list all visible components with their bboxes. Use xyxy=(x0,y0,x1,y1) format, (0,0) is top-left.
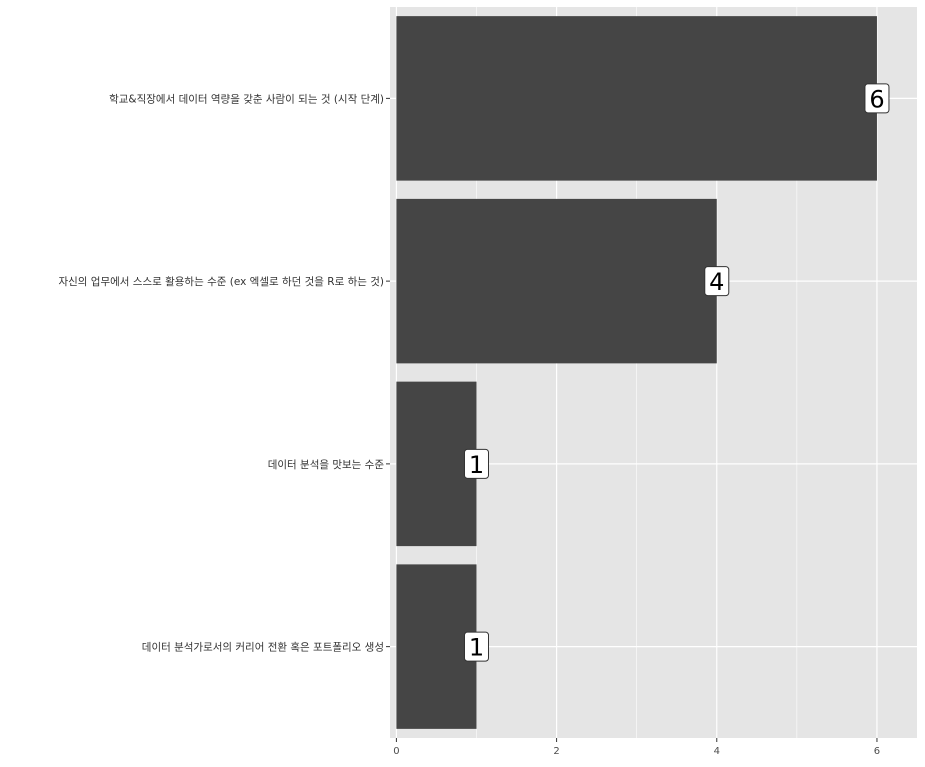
y-tick-label: 데이터 분석을 맛보는 수준 xyxy=(268,459,385,471)
bar xyxy=(396,381,477,547)
x-tick-label: 2 xyxy=(553,746,559,757)
x-axis: 0 2 4 6 xyxy=(393,738,880,757)
x-tick-label: 6 xyxy=(874,746,880,757)
data-label-text: 1 xyxy=(469,634,484,662)
x-tick-label: 0 xyxy=(393,746,399,757)
data-label-text: 6 xyxy=(869,85,884,113)
data-label: 4 xyxy=(704,266,730,297)
x-tick-label: 4 xyxy=(714,746,720,757)
data-label-text: 1 xyxy=(469,451,484,479)
bar xyxy=(396,16,877,181)
data-label-box xyxy=(704,266,730,297)
data-label-box xyxy=(864,83,890,114)
data-label: 6 xyxy=(864,83,890,114)
bars xyxy=(396,16,877,729)
y-tick-label: 자신의 업무에서 스스로 활용하는 수준 (ex 엑셀로 하던 것을 R로 하는… xyxy=(58,275,384,288)
data-label-text: 4 xyxy=(709,268,724,296)
bar xyxy=(396,564,477,729)
y-tick-label: 학교&직장에서 데이터 역량을 갖춘 사람이 되는 것 (시작 단계) xyxy=(109,92,384,105)
data-label-box xyxy=(463,631,489,662)
data-label: 1 xyxy=(463,448,489,479)
y-tick-label: 데이터 분석가로서의 커리어 전환 혹은 포트폴리오 생성 xyxy=(142,641,384,654)
data-labels: 6 4 1 1 xyxy=(463,83,890,662)
y-axis: 학교&직장에서 데이터 역량을 갖춘 사람이 되는 것 (시작 단계) 자신의 업… xyxy=(58,92,390,654)
data-label-box xyxy=(463,448,489,479)
data-label: 1 xyxy=(463,631,489,662)
bar xyxy=(396,198,717,364)
